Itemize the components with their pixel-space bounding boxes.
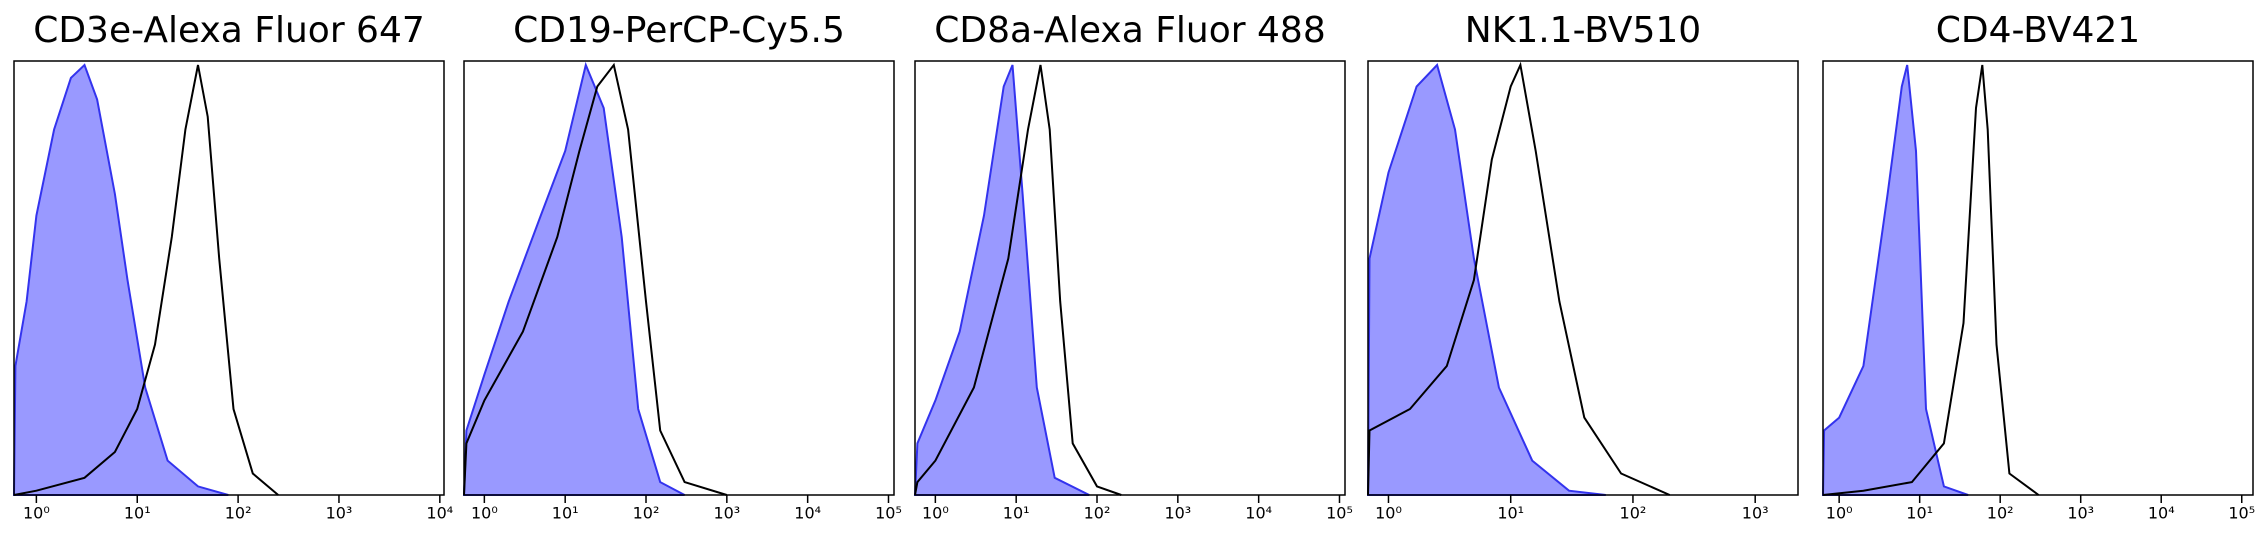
x-tick-label: 10⁴: [794, 504, 821, 523]
plot-frame: [914, 60, 1346, 496]
x-tick-label: 10²: [633, 504, 660, 523]
x-tick-label: 10³: [1742, 504, 1769, 523]
x-tick-label: 10²: [1084, 504, 1111, 523]
plot-frame: [1367, 60, 1799, 496]
x-tick-label: 10²: [225, 504, 252, 523]
x-tick-label: 10¹: [552, 504, 579, 523]
x-tick-label: 10⁴: [426, 504, 453, 523]
histogram-line: [1822, 64, 2040, 496]
filled-histogram: [12, 63, 229, 496]
histogram-line: [914, 64, 1122, 496]
x-tick-label: 10²: [1987, 504, 2014, 523]
x-tick-label: 10³: [2067, 504, 2094, 523]
filled-histogram: [1366, 63, 1606, 496]
x-tick-label: 10³: [713, 504, 740, 523]
panel: CD19-PerCP-Cy5.5 10⁰ 10¹ 10² 10³ 10⁴ 10⁵: [462, 10, 902, 523]
panel: CD8a-Alexa Fluor 488 10⁰ 10¹ 10² 10³ 10⁴ 10⁵: [913, 10, 1353, 523]
x-tick-label: 10²: [1620, 504, 1647, 523]
filled-histogram: [462, 61, 686, 496]
histogram-line: [463, 62, 728, 496]
x-tick-label: 10⁰: [23, 504, 50, 523]
x-tick-label: 10⁵: [875, 504, 902, 523]
x-tick-label: 10⁰: [922, 504, 949, 523]
x-tick-label: 10⁴: [1245, 504, 1272, 523]
histogram-line: [1367, 61, 1671, 496]
panel: CD3e-Alexa Fluor 647 10⁰ 10¹ 10² 10³ 10⁴: [12, 10, 453, 523]
x-tick-label: 10¹: [1003, 504, 1030, 523]
panel: NK1.1-BV510 10⁰ 10¹ 10² 10³: [1366, 10, 1799, 523]
x-tick-label: 10³: [326, 504, 353, 523]
x-tick-label: 10¹: [1497, 504, 1524, 523]
x-tick-label: 10¹: [124, 504, 151, 523]
plot-frame: [13, 60, 445, 496]
x-tick-label: 10⁰: [1375, 504, 1402, 523]
panel-title: CD19-PerCP-Cy5.5: [513, 10, 845, 51]
x-tick-label: 10⁰: [471, 504, 498, 523]
histogram-line: [13, 64, 279, 496]
x-tick-label: 10³: [1164, 504, 1191, 523]
x-tick-label: 10⁵: [2228, 504, 2255, 523]
panel-title: CD4-BV421: [1936, 10, 2140, 51]
x-tick-label: 10⁵: [1326, 504, 1353, 523]
plot-frame: [1822, 60, 2254, 496]
plot-frame: [463, 60, 895, 496]
panel-title: CD3e-Alexa Fluor 647: [33, 10, 425, 51]
panel-title: NK1.1-BV510: [1465, 10, 1701, 51]
panel: CD4-BV421 10⁰ 10¹ 10² 10³ 10⁴ 10⁵: [1821, 10, 2255, 523]
x-tick-label: 10¹: [1906, 504, 1933, 523]
x-tick-label: 10⁴: [2148, 504, 2175, 523]
panel-title: CD8a-Alexa Fluor 488: [934, 10, 1325, 51]
x-tick-label: 10⁰: [1826, 504, 1853, 523]
filled-histogram: [1821, 64, 1969, 496]
